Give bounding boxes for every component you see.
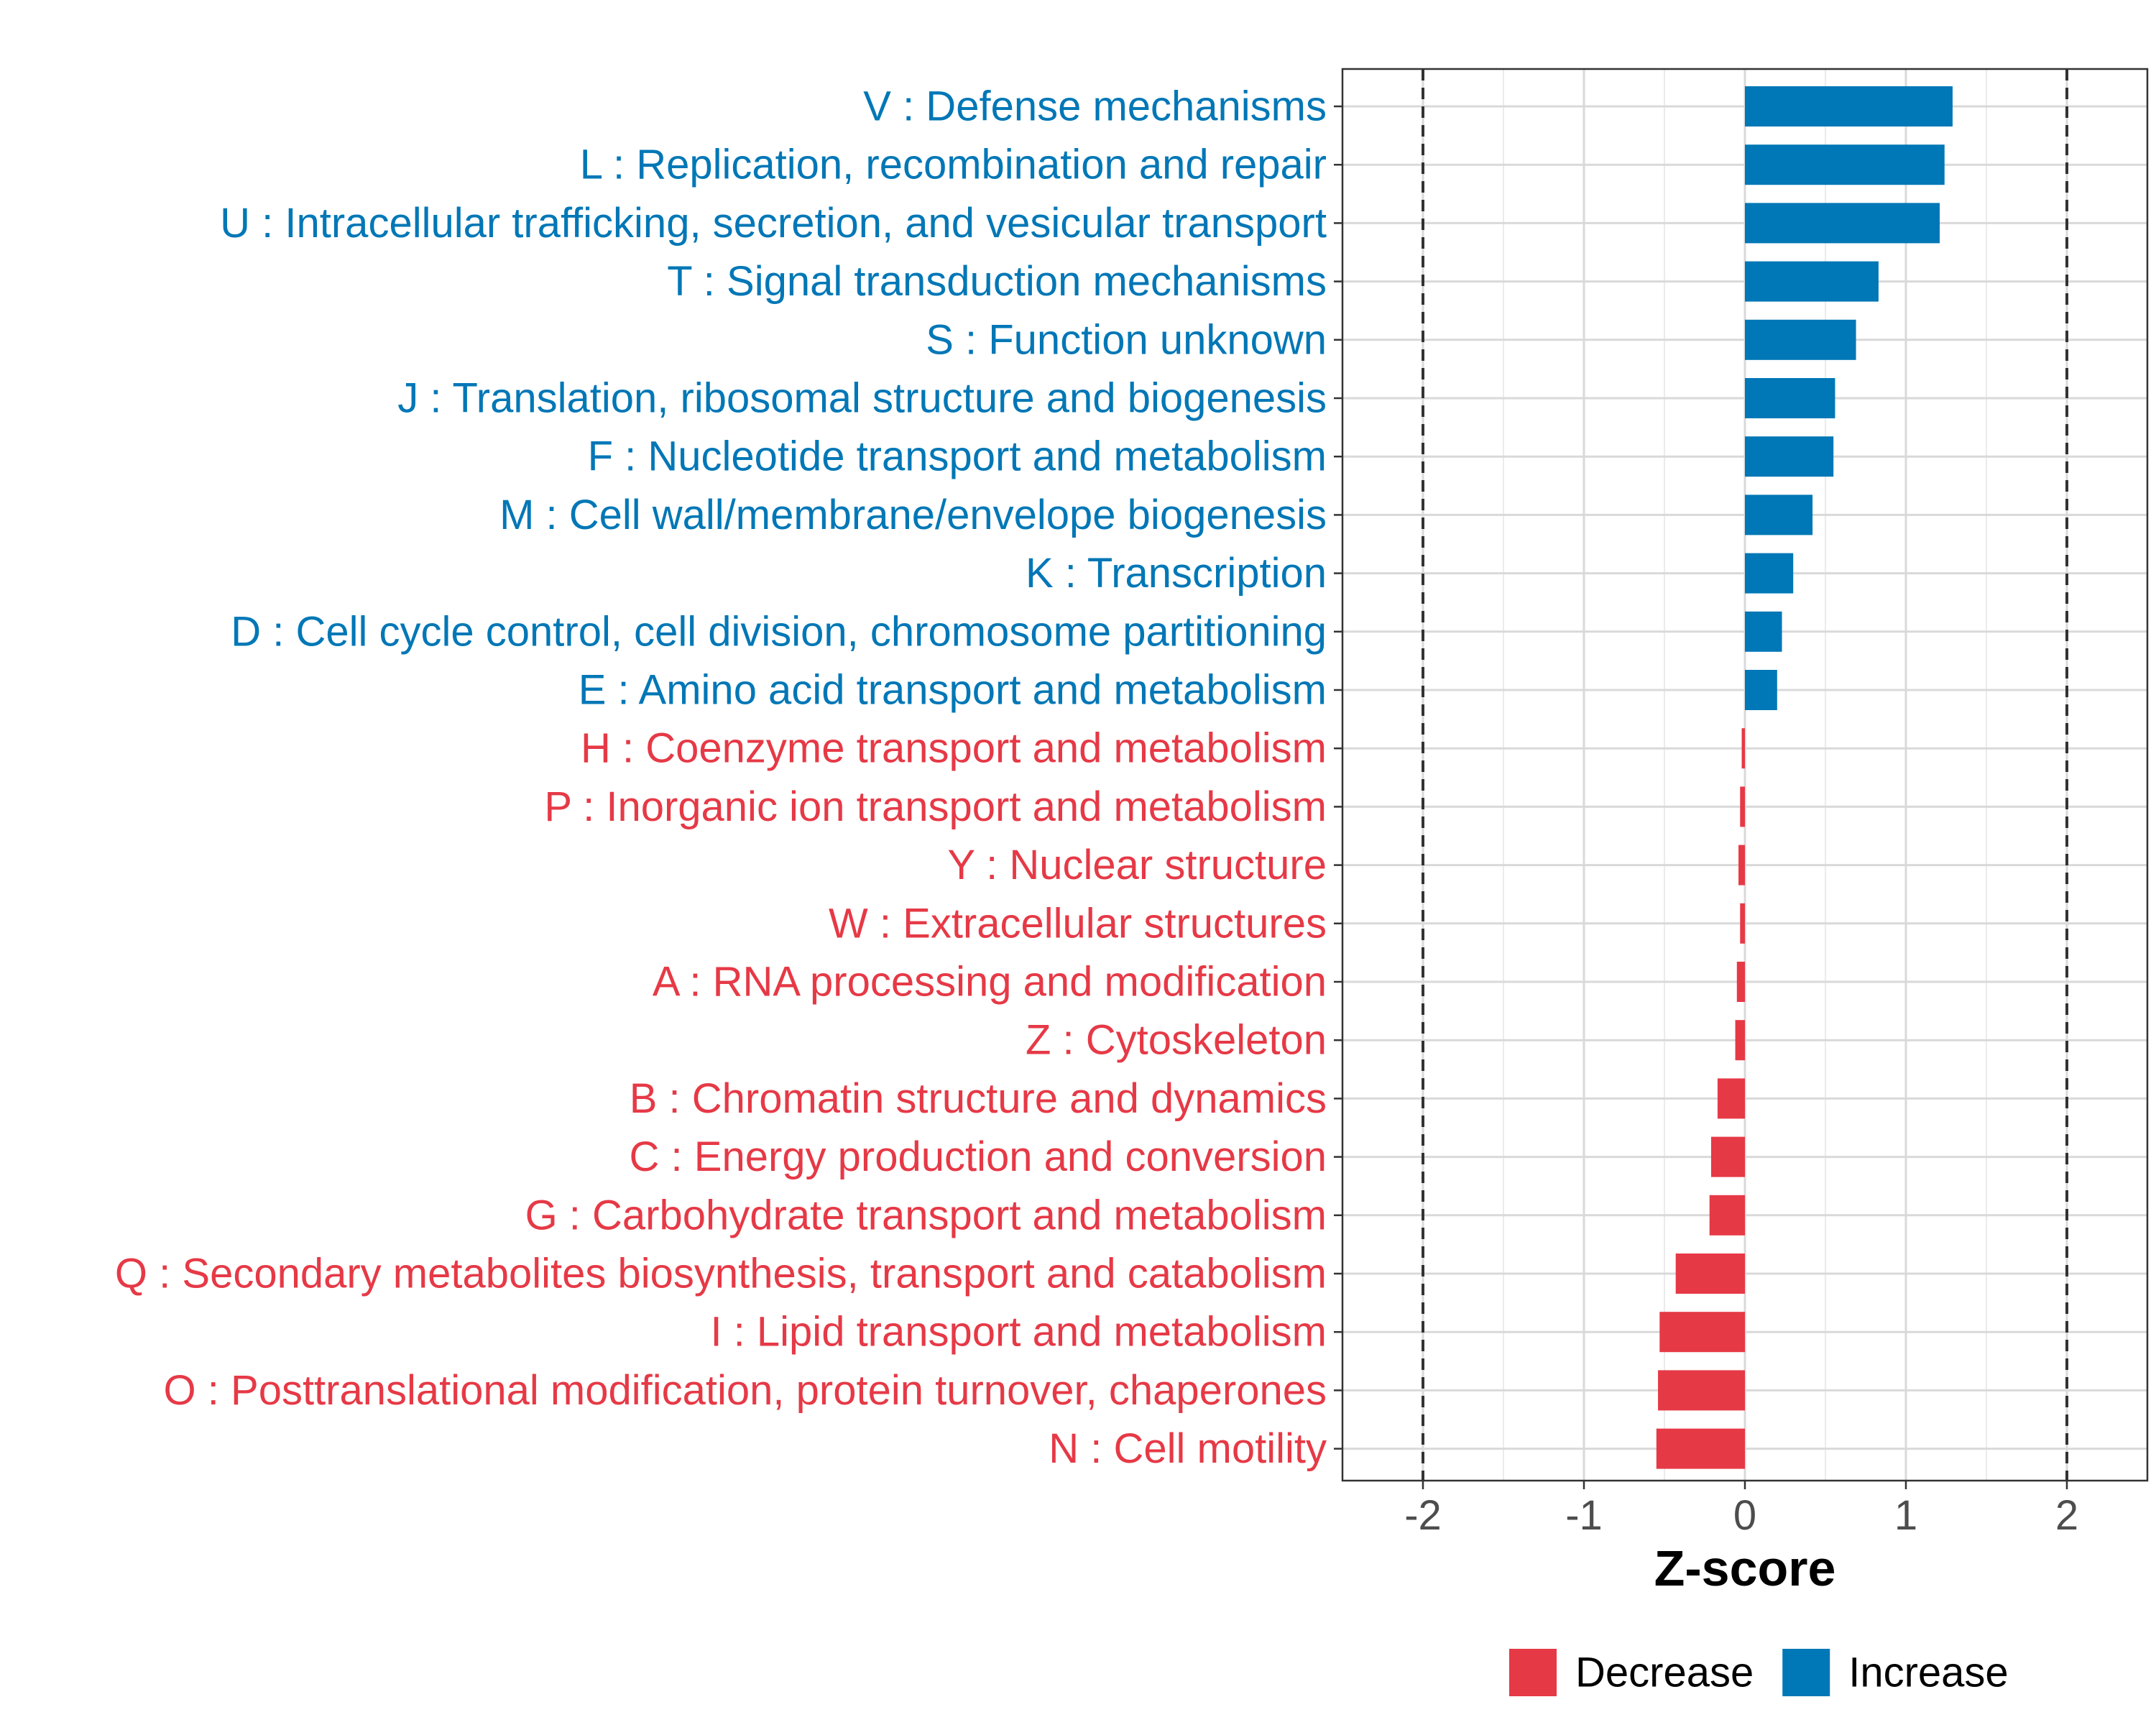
x-tick-label: 1 — [1894, 1492, 1917, 1539]
bar — [1735, 1020, 1745, 1061]
bar — [1658, 1370, 1745, 1411]
y-tick-label: W : Extracellular structures — [829, 900, 1327, 947]
y-tick-label: A : RNA processing and modification — [653, 959, 1327, 1006]
reference-lines — [1422, 69, 2068, 1481]
legend: Decrease Increase — [1509, 1649, 2009, 1696]
y-tick-label: Y : Nuclear structure — [947, 842, 1327, 888]
bar — [1745, 670, 1777, 710]
bar — [1738, 845, 1745, 886]
bar — [1745, 611, 1782, 652]
legend-swatch — [1782, 1649, 1830, 1696]
y-tick-label: O : Posttranslational modification, prot… — [164, 1367, 1327, 1414]
legend-label: Increase — [1848, 1650, 2008, 1696]
bar — [1745, 378, 1835, 418]
y-tick-label: D : Cell cycle control, cell division, c… — [231, 608, 1327, 655]
y-tick-label: V : Defense mechanisms — [863, 83, 1327, 130]
y-tick-label: G : Carbohydrate transport and metabolis… — [525, 1192, 1327, 1238]
y-tick-label: Z : Cytoskeleton — [1026, 1017, 1327, 1064]
bar — [1740, 903, 1745, 944]
x-tick-label: -1 — [1565, 1492, 1603, 1539]
y-tick-label: S : Function unknown — [926, 316, 1327, 363]
y-tick-label: M : Cell wall/membrane/envelope biogenes… — [499, 492, 1327, 538]
bar — [1745, 144, 1945, 185]
y-tick-label: L : Replication, recombination and repai… — [580, 142, 1327, 188]
y-tick-label: B : Chromatin structure and dynamics — [630, 1075, 1327, 1122]
bars — [1656, 86, 1953, 1469]
x-tick-label: -2 — [1404, 1492, 1442, 1539]
x-axis-title: Z-score — [1654, 1540, 1836, 1596]
x-tick-label: 2 — [2055, 1492, 2078, 1539]
bar — [1745, 86, 1953, 126]
bar — [1741, 728, 1745, 769]
y-tick-label: C : Energy production and conversion — [630, 1133, 1327, 1180]
bar — [1709, 1195, 1745, 1236]
y-tick-label: F : Nucleotide transport and metabolism — [588, 433, 1327, 480]
y-axis: V : Defense mechanisms L : Replication, r… — [115, 83, 1342, 1472]
y-tick-label: Q : Secondary metabolites biosynthesis, … — [115, 1251, 1327, 1297]
y-tick-label: P : Inorganic ion transport and metaboli… — [544, 783, 1327, 830]
y-tick-label: E : Amino acid transport and metabolism — [579, 667, 1327, 714]
y-tick-label: T : Signal transduction mechanisms — [667, 258, 1327, 305]
bar — [1675, 1254, 1745, 1294]
legend-swatch — [1509, 1649, 1557, 1696]
bar — [1745, 203, 1940, 244]
x-tick-label: 0 — [1733, 1492, 1756, 1539]
x-axis: -2 -1 0 1 2 — [1404, 1481, 2078, 1539]
y-tick-label: U : Intracellular trafficking, secretion… — [220, 200, 1327, 247]
legend-label: Decrease — [1575, 1650, 1754, 1696]
bar — [1710, 1136, 1745, 1177]
bar — [1745, 553, 1794, 594]
bar — [1745, 436, 1834, 477]
y-tick-label: H : Coenzyme transport and metabolism — [581, 725, 1327, 772]
bar — [1745, 261, 1879, 302]
bar — [1745, 319, 1856, 360]
y-tick-label: I : Lipid transport and metabolism — [710, 1309, 1327, 1356]
bar — [1659, 1312, 1745, 1353]
y-tick-label: K : Transcription — [1026, 550, 1327, 597]
y-tick-label: N : Cell motility — [1049, 1425, 1327, 1472]
y-tick-label: J : Translation, ribosomal structure and… — [397, 375, 1327, 422]
bar — [1740, 786, 1745, 827]
bar — [1745, 494, 1813, 535]
bar — [1736, 962, 1745, 1002]
bar — [1717, 1078, 1745, 1119]
bar — [1656, 1428, 1745, 1469]
